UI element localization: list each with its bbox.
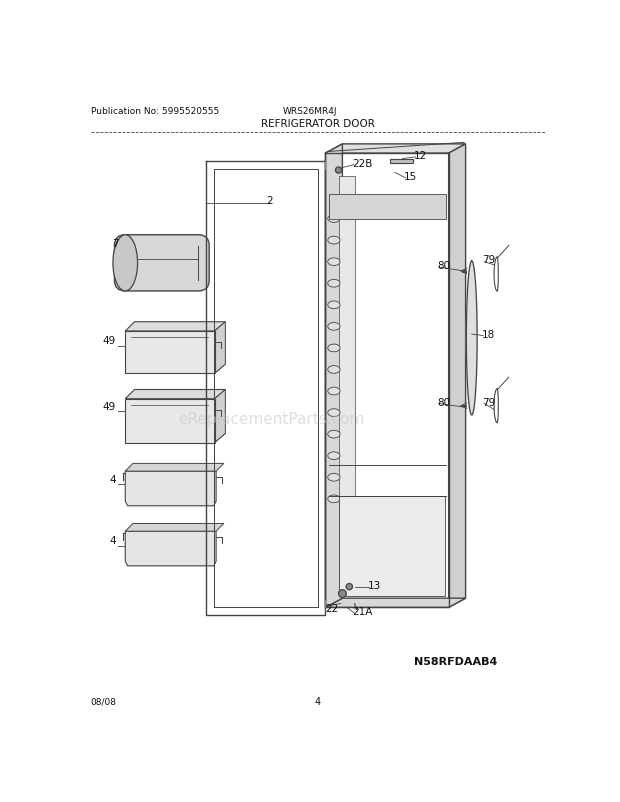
Text: 22: 22 xyxy=(326,603,339,614)
Text: 4: 4 xyxy=(109,536,116,545)
Polygon shape xyxy=(326,144,342,608)
Ellipse shape xyxy=(328,216,340,223)
Text: 13: 13 xyxy=(368,581,381,590)
Text: WRS26MR4J: WRS26MR4J xyxy=(283,107,338,116)
Circle shape xyxy=(339,590,346,597)
Text: 49: 49 xyxy=(103,401,116,411)
Ellipse shape xyxy=(328,367,340,374)
Polygon shape xyxy=(449,144,466,608)
Ellipse shape xyxy=(328,496,340,503)
FancyBboxPatch shape xyxy=(115,236,209,292)
Polygon shape xyxy=(125,464,224,472)
Text: 79: 79 xyxy=(482,255,495,265)
Ellipse shape xyxy=(328,302,340,310)
Text: 2: 2 xyxy=(266,196,273,206)
Polygon shape xyxy=(125,365,225,374)
Ellipse shape xyxy=(328,474,340,481)
Polygon shape xyxy=(125,399,215,443)
Text: eReplacementParts.com: eReplacementParts.com xyxy=(179,411,365,427)
Text: 4: 4 xyxy=(109,474,116,484)
Polygon shape xyxy=(339,177,355,592)
Polygon shape xyxy=(466,261,477,415)
Circle shape xyxy=(335,168,342,174)
Polygon shape xyxy=(125,524,224,532)
Polygon shape xyxy=(125,322,225,331)
Text: 18: 18 xyxy=(482,330,495,339)
Ellipse shape xyxy=(328,409,340,417)
Text: N58RFDAAB4: N58RFDAAB4 xyxy=(414,657,497,666)
Text: 7: 7 xyxy=(112,239,119,249)
Ellipse shape xyxy=(328,387,340,395)
Polygon shape xyxy=(125,390,225,399)
Ellipse shape xyxy=(328,452,340,460)
Ellipse shape xyxy=(328,258,340,266)
Ellipse shape xyxy=(328,323,340,330)
Polygon shape xyxy=(326,598,466,608)
Text: 79: 79 xyxy=(482,397,495,407)
Text: REFRIGERATOR DOOR: REFRIGERATOR DOOR xyxy=(261,119,374,129)
Ellipse shape xyxy=(328,431,340,439)
Ellipse shape xyxy=(113,236,138,292)
Polygon shape xyxy=(462,271,466,273)
Text: 80: 80 xyxy=(437,397,450,407)
Ellipse shape xyxy=(328,345,340,352)
Text: 12: 12 xyxy=(414,152,427,161)
Polygon shape xyxy=(125,532,216,566)
Polygon shape xyxy=(339,496,445,596)
Text: 21A: 21A xyxy=(352,606,373,617)
Ellipse shape xyxy=(328,280,340,288)
Text: 4: 4 xyxy=(315,695,321,706)
Text: 22B: 22B xyxy=(352,159,373,169)
Text: 08/08: 08/08 xyxy=(91,696,117,705)
Circle shape xyxy=(346,584,352,590)
Polygon shape xyxy=(125,434,225,443)
Text: 80: 80 xyxy=(437,261,450,270)
Polygon shape xyxy=(462,405,466,407)
Text: 15: 15 xyxy=(404,172,417,182)
Polygon shape xyxy=(215,390,225,443)
Polygon shape xyxy=(125,331,215,374)
Polygon shape xyxy=(215,322,225,374)
Polygon shape xyxy=(326,144,466,154)
Polygon shape xyxy=(125,472,216,506)
Text: 49: 49 xyxy=(103,336,116,346)
Polygon shape xyxy=(329,195,446,219)
Text: Publication No: 5995520555: Publication No: 5995520555 xyxy=(91,107,219,116)
FancyBboxPatch shape xyxy=(390,160,413,164)
Ellipse shape xyxy=(328,237,340,245)
